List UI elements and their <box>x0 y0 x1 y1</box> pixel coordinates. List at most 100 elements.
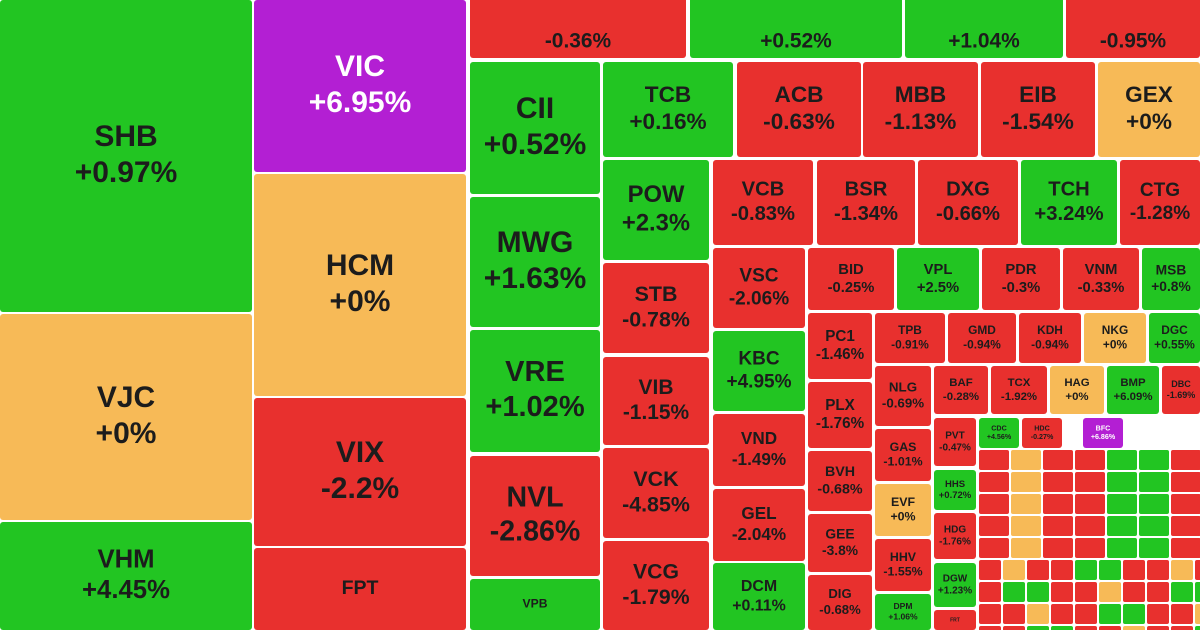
tile-bg <box>470 197 600 327</box>
small-tile <box>979 626 1001 630</box>
change: +0.52% <box>484 128 587 161</box>
ticker: GEE <box>825 526 854 541</box>
change: +4.45% <box>82 576 170 604</box>
ticker: DGW <box>943 574 968 585</box>
change: -1.46% <box>816 346 865 363</box>
change: -4.85% <box>622 493 690 517</box>
tile: CTG-1.28% <box>1120 160 1200 245</box>
tile: DBC-1.69% <box>1162 366 1200 414</box>
change: -1.76% <box>939 537 971 548</box>
small-tile <box>1099 604 1121 624</box>
change: -1.34% <box>834 203 898 225</box>
change: +0% <box>1103 337 1128 351</box>
small-tile <box>1075 538 1105 558</box>
small-tile <box>1027 604 1049 624</box>
change: -0.83% <box>731 203 795 225</box>
tile: NVL-2.86% <box>470 456 600 576</box>
change: +0% <box>96 417 157 450</box>
tile-bg <box>603 263 709 353</box>
tile: BAF -0.28% <box>934 366 988 414</box>
small-tile <box>1051 582 1073 602</box>
small-tile <box>1027 582 1049 602</box>
tile-bg <box>948 313 1016 363</box>
change: +0% <box>1126 109 1172 134</box>
ticker: NLG <box>889 380 917 395</box>
small-tile <box>1075 604 1097 624</box>
tile: POW+2.3% <box>603 160 709 260</box>
tile: GEL-2.04% <box>713 489 805 561</box>
tile-bg <box>254 174 466 396</box>
small-tile <box>1171 494 1200 514</box>
change: +0.16% <box>629 109 706 134</box>
tile-bg <box>470 456 600 576</box>
small-tile <box>1099 626 1121 630</box>
change: -0.33% <box>1078 280 1125 296</box>
ticker: EIB <box>1019 82 1057 107</box>
change: +6.95% <box>309 86 412 119</box>
ticker: VIC <box>335 50 385 83</box>
tile: PLX-1.76% <box>808 382 872 448</box>
ticker: TCH <box>1048 179 1090 201</box>
ticker: BFC <box>1096 425 1111 433</box>
tile-bg <box>254 0 466 172</box>
small-tile <box>1043 538 1073 558</box>
tile: HHV-1.55% <box>875 539 931 591</box>
small-tile <box>1171 450 1200 470</box>
tile: VIX-2.2% <box>254 398 466 546</box>
small-tile <box>1139 516 1169 536</box>
tile-bg <box>991 366 1047 414</box>
tile-bg <box>934 513 976 559</box>
tile-bg <box>737 62 861 157</box>
change: +0.11% <box>732 597 786 614</box>
small-tile <box>979 472 1009 492</box>
tile-bg <box>713 248 805 328</box>
ticker: MBB <box>895 82 947 107</box>
tile: SHB+0.97% <box>0 0 252 312</box>
tile: MWG+1.63% <box>470 197 600 327</box>
tile: FPT <box>254 548 466 630</box>
small-tile <box>979 494 1009 514</box>
ticker: HCM <box>326 249 394 282</box>
tile: VCG -1.79% <box>603 541 709 630</box>
change: -1.79% <box>622 586 689 609</box>
ticker: MSB <box>1156 262 1187 277</box>
tile-bg <box>713 563 805 630</box>
tile: GAS-1.01% <box>875 429 931 481</box>
tile-bg <box>934 563 976 607</box>
tile: DXG-0.66% <box>918 160 1018 245</box>
tile-bg <box>0 314 252 520</box>
change: +1.02% <box>485 391 584 423</box>
tile: TCB+0.16% <box>603 62 733 157</box>
change: -1.54% <box>1002 109 1074 134</box>
tile: HDC-0.27% <box>1022 418 1062 448</box>
small-tile <box>1011 494 1041 514</box>
small-tile <box>1011 516 1041 536</box>
ticker: CTG <box>1140 180 1180 201</box>
small-tile <box>1139 494 1169 514</box>
tile: DCM +0.11% <box>713 563 805 630</box>
small-tile <box>1195 604 1200 624</box>
small-tile <box>979 582 1001 602</box>
tile-bg <box>603 357 709 445</box>
small-tile <box>979 604 1001 624</box>
change: +1.06% <box>888 611 918 621</box>
small-tile <box>1027 626 1049 630</box>
small-tile <box>1003 604 1025 624</box>
small-tile <box>1043 472 1073 492</box>
small-tile <box>1003 582 1025 602</box>
tile-bg <box>713 489 805 561</box>
ticker: VIB <box>639 376 674 399</box>
tile: -0.95% <box>1066 0 1200 58</box>
tile: VNM -0.33% <box>1063 248 1139 310</box>
small-tile <box>1075 582 1097 602</box>
small-tile <box>1107 516 1137 536</box>
ticker: VPL <box>924 262 953 278</box>
tile-bg <box>1098 62 1200 157</box>
ticker: GMD <box>968 323 996 337</box>
ticker: GEL <box>741 503 776 523</box>
change: -0.25% <box>828 280 875 296</box>
tile-bg <box>982 248 1060 310</box>
ticker: VHM <box>97 545 154 573</box>
tile-bg <box>1022 418 1062 448</box>
ticker: PLX <box>825 397 855 414</box>
